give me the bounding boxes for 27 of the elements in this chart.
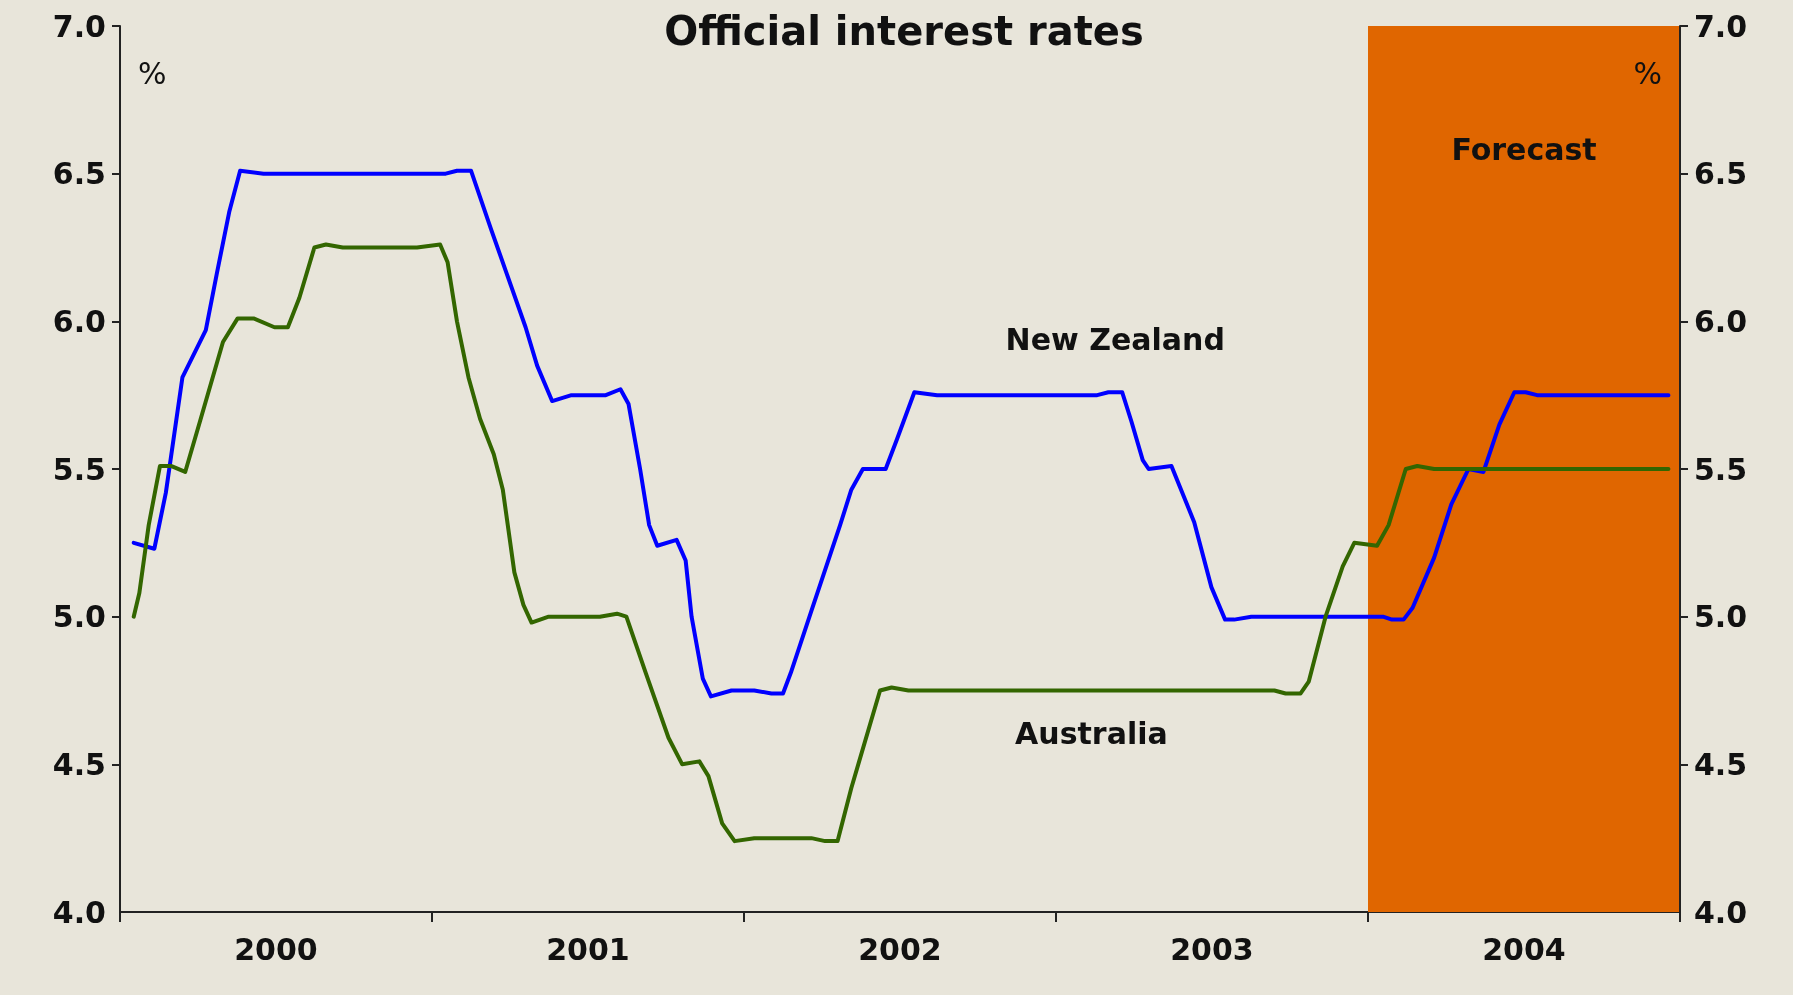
line-series	[131, 168, 1671, 699]
y2-tick-label: 5.0	[1694, 599, 1748, 635]
x-tick-label: 2002	[858, 931, 942, 967]
chart-title: Official interest rates	[664, 8, 1144, 54]
y-tick-label: 6.0	[52, 303, 106, 339]
y-tick-label: 6.5	[52, 156, 106, 192]
y-tick-label: 7.0	[52, 8, 106, 44]
y-tick-label: 4.0	[52, 894, 106, 930]
y2-tick-label: 5.5	[1694, 451, 1748, 487]
y2-tick-label: 4.5	[1694, 746, 1748, 782]
y-axis-title: %	[138, 55, 167, 91]
y-tick-label: 4.5	[52, 746, 106, 782]
y2-axis-title: %	[1633, 55, 1662, 91]
x-tick-label: 2003	[1170, 931, 1254, 967]
line-series	[131, 242, 1671, 844]
x-tick-label: 2000	[234, 931, 318, 967]
y-tick-label: 5.5	[52, 451, 106, 487]
y2-tick-label: 6.0	[1694, 303, 1748, 339]
x-tick-label: 2004	[1482, 931, 1566, 967]
series-label: Australia	[1015, 716, 1168, 751]
y2-tick-label: 6.5	[1694, 156, 1748, 192]
x-tick-label: 2001	[546, 931, 630, 967]
y2-tick-label: 7.0	[1694, 8, 1748, 44]
series-label: New Zealand	[1005, 321, 1225, 357]
band-label: Forecast	[1451, 131, 1597, 167]
y2-tick-label: 4.0	[1694, 894, 1748, 930]
y-tick-label: 5.0	[52, 599, 106, 635]
